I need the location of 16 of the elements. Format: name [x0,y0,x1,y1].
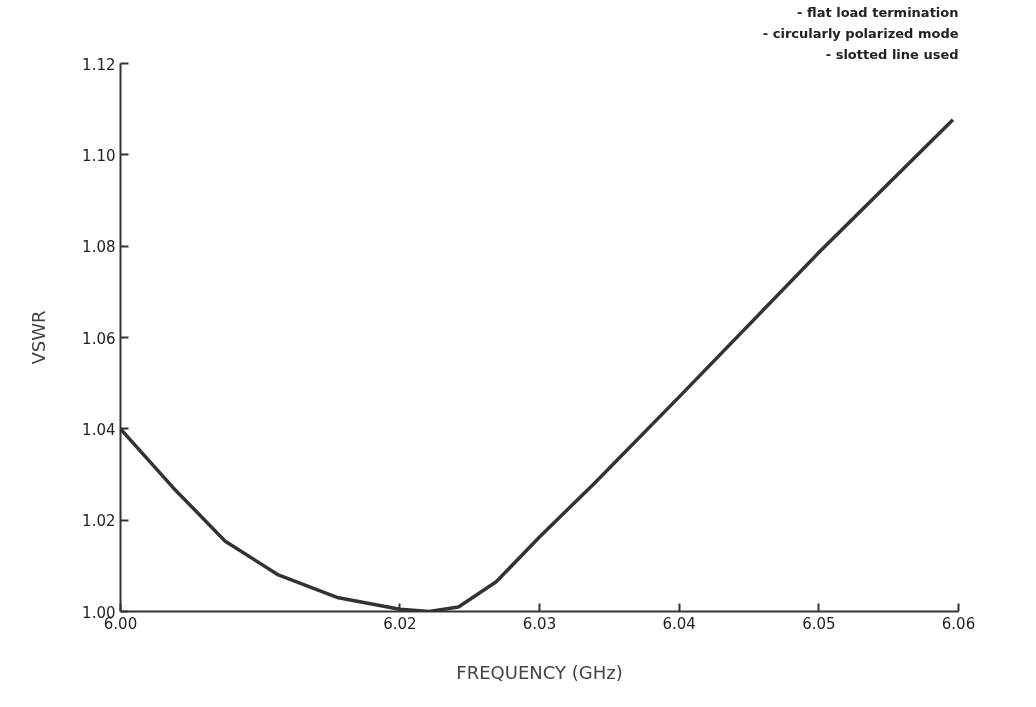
x-tick-label: 6.02 [383,614,417,633]
text: - circularly polarized mode [762,25,959,41]
x-tick-label: 6.03 [522,614,557,633]
x-tick-label: 6.04 [662,614,696,633]
y-tick-label: 1.08 [82,238,116,257]
x-axis-title: FREQUENCY (GHz) [456,661,623,683]
y-tick-label: 1.06 [82,329,116,348]
y-axis-title: VSWR [28,310,50,365]
x-tick-label: 6.06 [941,614,976,633]
y-tick-label: 1.02 [82,512,116,531]
x-tick-label: 6.05 [802,614,836,633]
y-tick-label: 1.04 [82,420,116,439]
text: - flat load termination [797,4,959,20]
text: - slotted line used [825,46,959,62]
y-tick-label: 1.12 [82,55,116,74]
y-tick-label: 1.10 [82,146,116,165]
